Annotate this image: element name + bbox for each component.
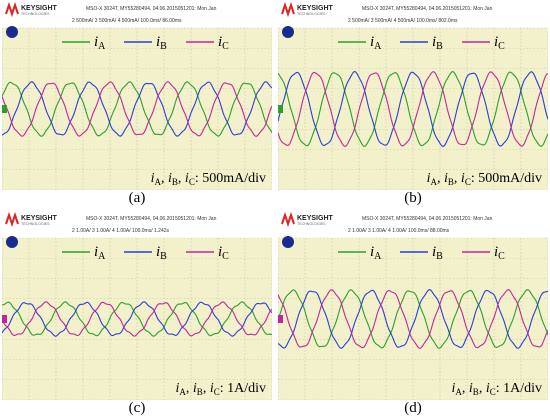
keysight-logo-icon [281,1,295,18]
waveform-iB [2,301,272,337]
waveform-iB [278,70,548,148]
keysight-logo-icon [5,211,19,228]
trigger-indicator-icon [6,26,18,38]
legend-label-B: iB [156,34,167,52]
waveform-iA [278,289,548,349]
scope-header [278,0,548,28]
brand-sub: TECHNOLOGIES [297,222,326,226]
brand-sub: TECHNOLOGIES [297,12,326,16]
status-line: MSO-X 3024T, MY55280494, 04.06.201505120… [86,216,217,222]
legend-label-C: iC [218,244,229,262]
waveform-iC [278,71,548,147]
status-line: MSO-X 3024T, MY55280494, 04.06.201505120… [86,6,217,12]
waveform-iA [2,81,272,137]
status-line: MSO-X 3024T, MY55280494, 04.06.201505120… [362,216,493,222]
channel-marker-icon [278,105,283,113]
trigger-indicator-icon [282,26,294,38]
status-line: MSO-X 3024T, MY55280494, 04.06.201505120… [362,6,493,12]
grid [278,27,548,190]
keysight-logo-icon [5,1,19,18]
brand-sub: TECHNOLOGIES [21,222,50,226]
panel-c: KEYSIGHT TECHNOLOGIES MSO-X 3024T, MY55280… [2,210,272,420]
brand-name: KEYSIGHT [297,215,334,222]
panel-b: KEYSIGHT TECHNOLOGIES MSO-X 3024T, MY55280… [278,0,548,210]
channel-marker-icon [2,315,7,323]
channel-settings: 2 1.00A/ 3 1.00A/ 4 1.00A/ 100.0ms/ 1.24… [72,228,170,234]
panel-label-b: (b) [404,190,422,206]
brand-name: KEYSIGHT [297,5,334,12]
trigger-indicator-icon [282,236,294,248]
waveform-iA [2,301,272,337]
waveform-iC [2,81,272,137]
channel-settings: 2 1.00A/ 3 1.00A/ 4 1.00A/ 100.0ms/ 88.0… [348,228,450,234]
panel-label-d: (d) [404,400,422,416]
legend-label-C: iC [494,244,505,262]
scale-text: iA, iB, iC: 500mA/div [151,171,266,187]
legend: iA iB iC [62,244,229,262]
waveform-iB [278,289,548,349]
channel-settings: 2 500mA/ 3 500mA/ 4 500mA/ 100.0ms/ 802.… [348,18,458,24]
scale-text: iA, iB, iC: 500mA/div [427,171,542,187]
legend-label-C: iC [218,34,229,52]
brand-sub: TECHNOLOGIES [21,12,50,16]
scale-text: iA, iB, iC: 1A/div [452,381,542,397]
legend-label-B: iB [432,34,443,52]
legend-label-B: iB [156,244,167,262]
panel-label-a: (a) [128,190,146,206]
panel-a: KEYSIGHT TECHNOLOGIES MSO-X 3024T, MY55280… [2,0,272,210]
scope-header [2,0,272,28]
brand-name: KEYSIGHT [21,5,58,12]
panel-label-c: (c) [128,400,146,416]
waveform-iB [2,81,272,137]
scope-header [2,210,272,238]
channel-marker-icon [2,105,7,113]
scale-text: iA, iB, iC: 1A/div [176,381,266,397]
keysight-logo-icon [281,211,295,228]
scope-header [278,210,548,238]
grid [278,237,548,400]
trigger-indicator-icon [6,236,18,248]
legend-label-B: iB [432,244,443,262]
channel-marker-icon [278,315,283,323]
waveform-iC [2,301,272,337]
legend-label-C: iC [494,34,505,52]
panel-d: KEYSIGHT TECHNOLOGIES MSO-X 3024T, MY55280… [278,210,548,420]
brand-name: KEYSIGHT [21,215,58,222]
channel-settings: 2 500mA/ 3 500mA/ 4 500mA/ 100.0ms/ 86.0… [72,18,182,24]
waveform-iC [278,289,548,349]
